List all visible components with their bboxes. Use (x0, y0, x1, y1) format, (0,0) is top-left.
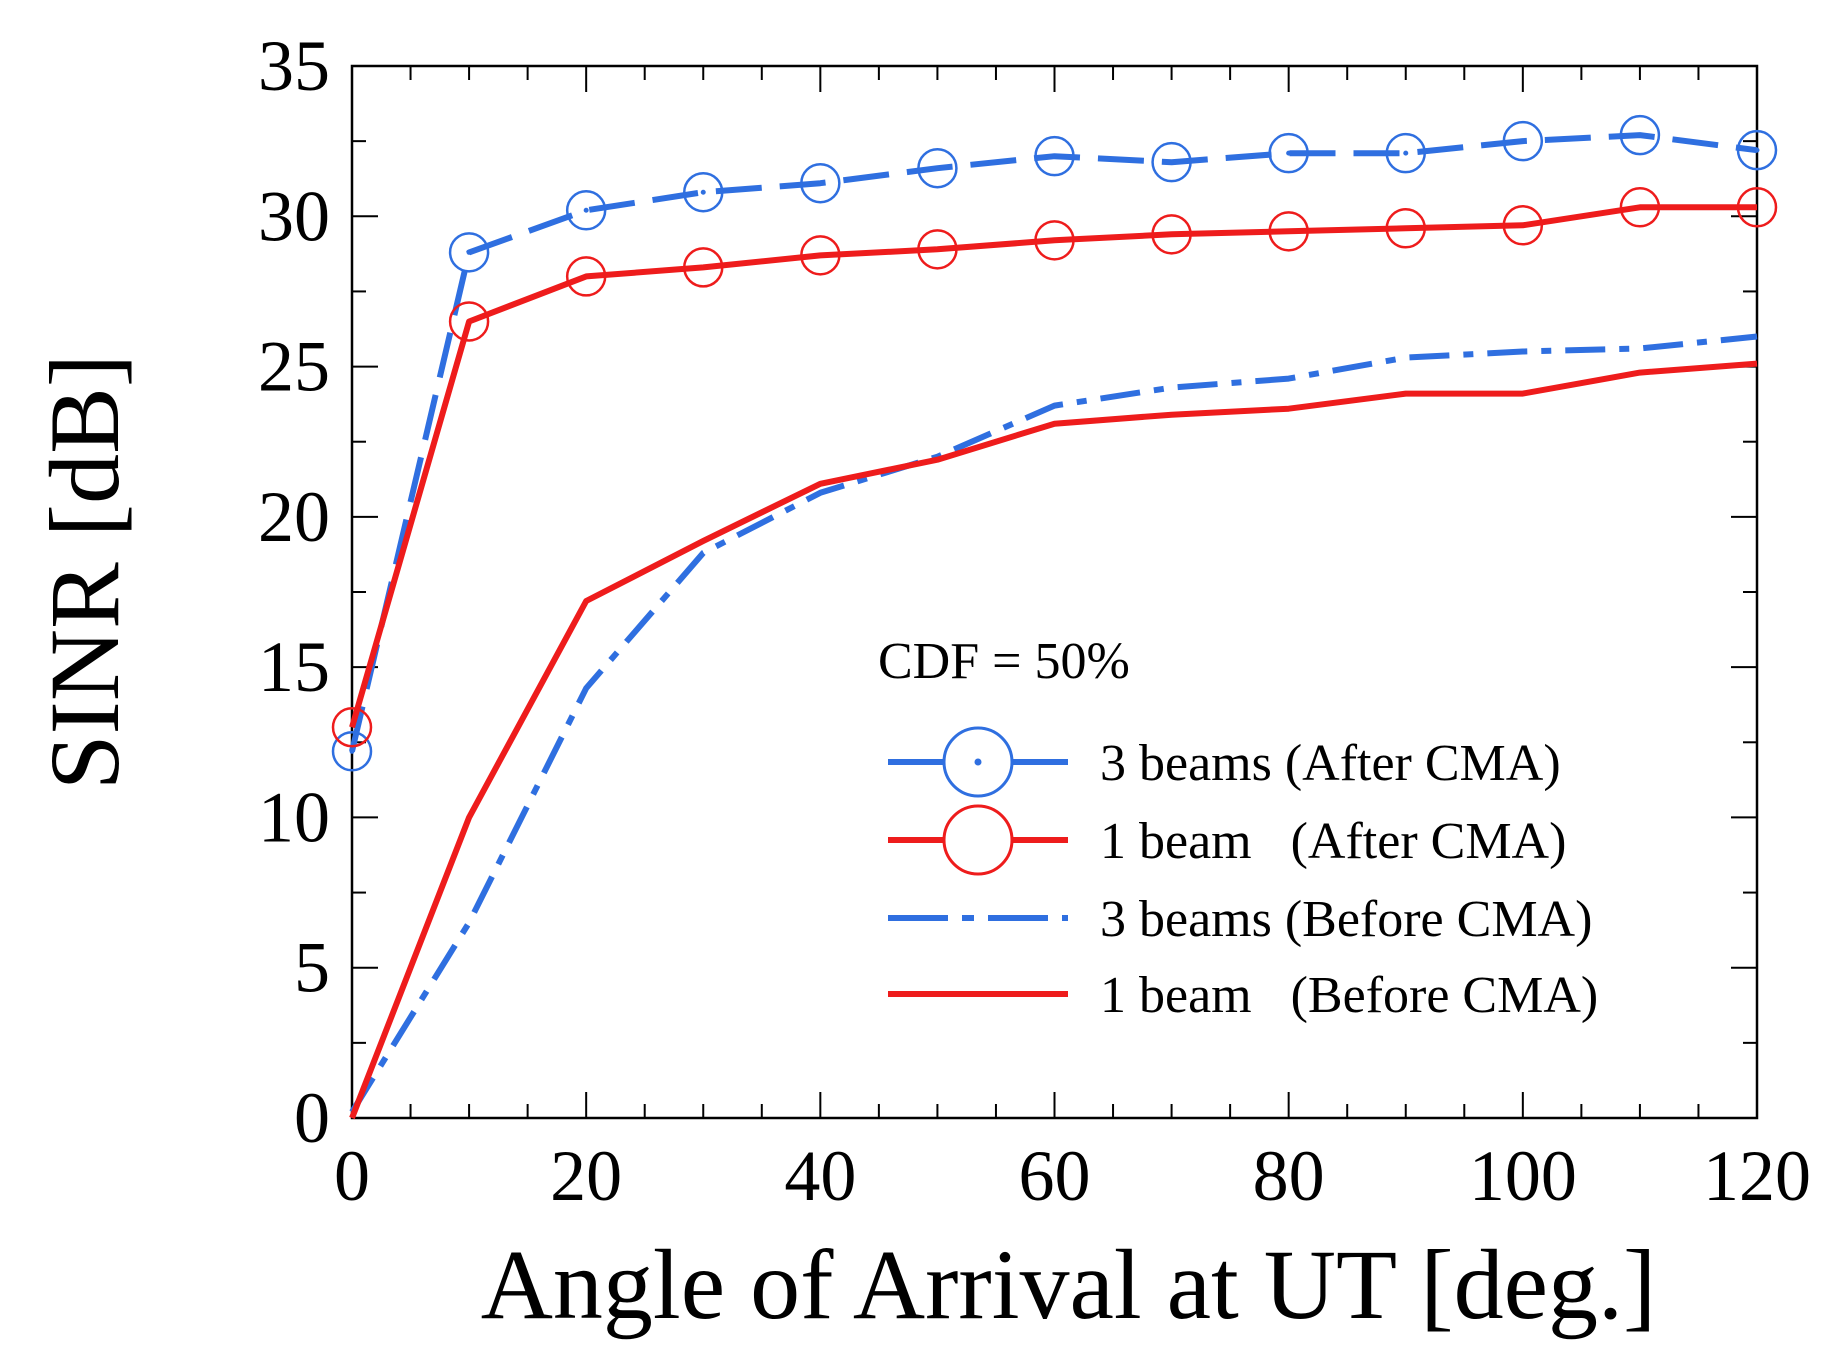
x-tick-label: 40 (784, 1136, 856, 1216)
data-point (917, 147, 958, 189)
y-tick-label: 25 (258, 327, 330, 407)
legend-label: 1 beam (Before CMA) (1100, 967, 1598, 1024)
data-point (1151, 141, 1192, 183)
data-point (683, 247, 724, 288)
data-point (1034, 220, 1075, 261)
data-point-dot (1052, 153, 1057, 159)
data-point (331, 731, 373, 772)
data-point-dot (1286, 150, 1292, 156)
cdf-annotation: CDF = 50% (878, 633, 1130, 690)
series-4 (349, 360, 1758, 1120)
data-point (1034, 135, 1075, 177)
legend-marker (942, 804, 1014, 876)
legend-marker-dot (974, 758, 982, 766)
x-tick-label: 80 (1253, 1136, 1325, 1216)
series-line (349, 204, 1757, 729)
data-point (1736, 129, 1778, 171)
data-point (1619, 114, 1661, 156)
series-1 (331, 114, 1778, 772)
series-line (349, 333, 1758, 1114)
y-tick-label: 5 (294, 928, 330, 1008)
series-line (349, 360, 1758, 1120)
legend-item: 3 beams (After CMA) (888, 726, 1561, 798)
legend-item: 3 beams (Before CMA) (888, 891, 1592, 948)
data-point (1736, 187, 1778, 228)
legend-item: 1 beam (After CMA) (888, 804, 1566, 876)
x-tick-label: 0 (334, 1136, 370, 1216)
data-point-dot (349, 748, 355, 754)
x-tick-label: 120 (1703, 1136, 1811, 1216)
x-axis-title: Angle of Arrival at UT [deg.] (481, 1229, 1657, 1340)
data-point (565, 190, 607, 231)
y-tick-label: 20 (258, 477, 330, 557)
data-point-dot (817, 180, 823, 186)
data-point (1619, 187, 1661, 228)
data-point (565, 256, 607, 297)
legend-item: 1 beam (Before CMA) (888, 967, 1598, 1024)
data-point-dot (466, 249, 472, 255)
y-tick-label: 15 (258, 627, 330, 707)
series-layer (331, 114, 1778, 1120)
data-point-dot (700, 189, 706, 195)
legend-label: 1 beam (After CMA) (1100, 813, 1566, 870)
data-point (917, 229, 958, 270)
y-tick-label: 30 (258, 176, 330, 256)
axes: 0 20 40 60 80 100 120 0 5 10 15 20 25 30 35 (258, 26, 1811, 1216)
series-2 (331, 187, 1778, 748)
x-tick-label: 100 (1469, 1136, 1577, 1216)
data-point-dot (1754, 147, 1760, 153)
data-point-dot (1520, 138, 1526, 144)
data-point (800, 162, 841, 204)
data-point (331, 707, 373, 748)
legend-label: 3 beams (Before CMA) (1100, 891, 1592, 948)
data-point-dot (583, 207, 589, 213)
data-point (1268, 132, 1309, 174)
data-point (800, 235, 841, 276)
data-point (448, 301, 490, 342)
legend-label: 3 beams (After CMA) (1100, 735, 1561, 792)
legend: 3 beams (After CMA) 1 beam (After CMA) 3 b… (888, 726, 1598, 1024)
data-point (448, 232, 490, 273)
y-tick-label: 10 (258, 777, 330, 857)
series-3 (349, 333, 1758, 1114)
data-point-dot (1169, 159, 1175, 165)
data-point (1268, 211, 1309, 252)
data-point-dot (1403, 150, 1409, 156)
x-tick-label: 60 (1019, 1136, 1091, 1216)
y-tick-label: 35 (258, 26, 330, 106)
data-point (1385, 208, 1426, 249)
y-axis-title: SINR [dB] (29, 354, 140, 790)
y-tick-label: 0 (294, 1078, 330, 1158)
data-point-dot (1637, 132, 1643, 138)
data-point (1151, 214, 1192, 255)
data-point-dot (934, 165, 940, 171)
x-tick-label: 20 (550, 1136, 622, 1216)
data-point (1502, 205, 1544, 246)
data-point (1502, 120, 1544, 162)
data-point (1385, 132, 1426, 174)
data-point (683, 171, 724, 213)
